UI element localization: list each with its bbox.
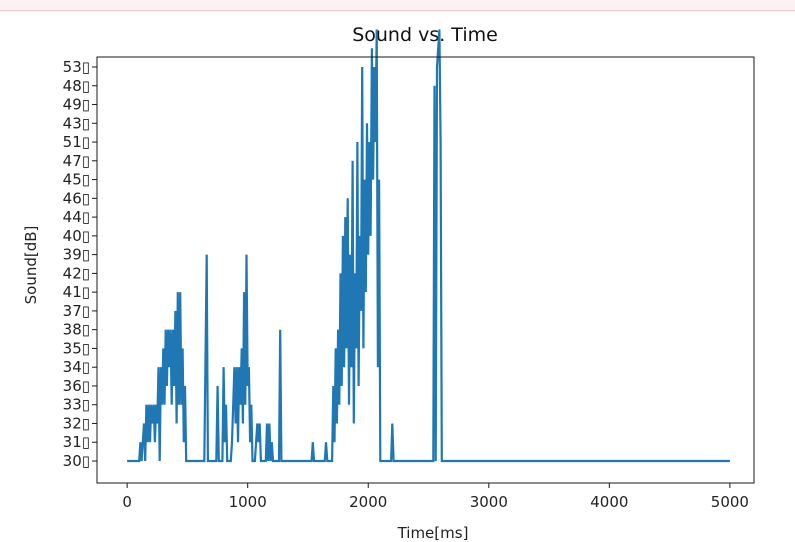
- y-tick-label: 44▯: [63, 208, 90, 226]
- y-tick-label: 49▯: [63, 96, 90, 114]
- y-tick-label: 53▯: [63, 58, 90, 76]
- plot-area: [127, 29, 730, 463]
- y-tick-label: 30▯: [63, 452, 90, 470]
- y-tick-label: 51▯: [63, 133, 90, 151]
- y-tick-label: 32▯: [63, 414, 90, 432]
- plot-frame: [96, 56, 755, 484]
- y-tick-label: 39▯: [63, 246, 90, 264]
- y-tick-label: 37▯: [63, 302, 90, 320]
- y-tick-label: 48▯: [63, 77, 90, 95]
- sound-series-line: [127, 29, 730, 463]
- y-tick-label: 47▯: [63, 152, 90, 170]
- y-tick-label: 42▯: [63, 264, 90, 282]
- browser-top-strip: [0, 0, 795, 11]
- y-axis: 30▯31▯32▯33▯36▯34▯35▯38▯37▯41▯42▯39▯40▯4…: [63, 58, 97, 470]
- x-tick-label: 2000: [349, 493, 387, 511]
- y-tick-label: 31▯: [63, 433, 90, 451]
- chart-title: Sound vs. Time: [352, 24, 498, 46]
- x-tick-label: 3000: [470, 493, 508, 511]
- x-axis: 0 1000 2000 3000 4000 5000: [122, 483, 749, 511]
- y-tick-label: 43▯: [63, 114, 90, 132]
- y-tick-label: 40▯: [63, 227, 90, 245]
- x-tick-label: 1000: [229, 493, 267, 511]
- x-tick-label: 5000: [711, 493, 749, 511]
- x-axis-label: Time[ms]: [397, 524, 469, 542]
- y-tick-label: 36▯: [63, 377, 90, 395]
- y-axis-label: Sound[dB]: [22, 226, 40, 305]
- y-tick-label: 45▯: [63, 171, 90, 189]
- y-tick-label: 38▯: [63, 321, 90, 339]
- y-tick-label: 41▯: [63, 283, 90, 301]
- y-tick-label: 35▯: [63, 339, 90, 357]
- y-tick-label: 34▯: [63, 358, 90, 376]
- x-tick-label: 4000: [590, 493, 628, 511]
- x-tick-label: 0: [122, 493, 132, 511]
- y-tick-label: 33▯: [63, 396, 90, 414]
- y-tick-label: 46▯: [63, 189, 90, 207]
